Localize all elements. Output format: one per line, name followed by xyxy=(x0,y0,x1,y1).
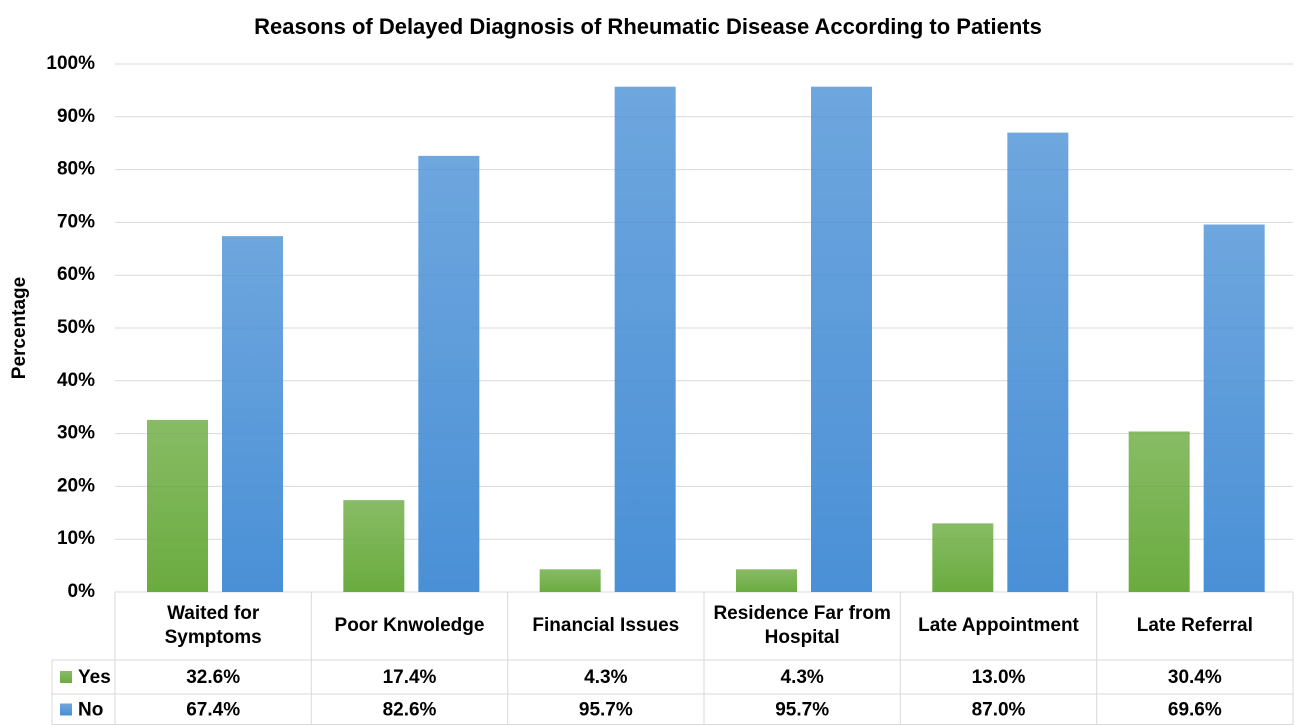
legend-label: No xyxy=(78,700,103,721)
bar xyxy=(222,236,283,593)
legend-swatch xyxy=(60,671,72,683)
y-tick-label: 60% xyxy=(57,264,95,285)
bar xyxy=(418,155,480,592)
y-tick-label: 100% xyxy=(46,53,95,74)
x-tick-label: Late Appointment xyxy=(918,615,1079,637)
y-tick-label: 70% xyxy=(57,211,95,232)
y-tick-label: 30% xyxy=(57,423,95,444)
x-tick-label-box: Poor Knwoledge xyxy=(311,592,507,660)
x-tick-label: Waited for Symptoms xyxy=(164,603,262,648)
bar xyxy=(811,86,872,592)
bar xyxy=(147,419,208,592)
data-label: 82.6% xyxy=(383,700,437,721)
bar xyxy=(1007,132,1069,592)
x-tick-label: Financial Issues xyxy=(532,615,680,637)
x-tick-label-wrap: Late Appointment xyxy=(900,592,1096,660)
x-tick-label-wrap: Residence Far from Hospital xyxy=(704,592,900,660)
data-label: 13.0% xyxy=(972,667,1026,688)
x-tick-label-box: Waited for Symptoms xyxy=(115,592,311,660)
y-tick-label: 0% xyxy=(68,581,96,602)
legend-label: Yes xyxy=(78,667,111,688)
data-label: 17.4% xyxy=(383,667,437,688)
bar xyxy=(1128,431,1190,592)
x-tick-label: Residence Far from Hospital xyxy=(713,603,891,648)
y-tick-label: 40% xyxy=(57,370,95,391)
chart-title: Reasons of Delayed Diagnosis of Rheumati… xyxy=(254,14,1042,39)
bar xyxy=(343,500,405,592)
y-tick-label: 20% xyxy=(57,475,95,496)
data-label: 87.0% xyxy=(972,700,1026,721)
y-tick-label: 90% xyxy=(57,106,95,127)
x-tick-label-wrap: Late Referral xyxy=(1097,592,1293,660)
data-label: 69.6% xyxy=(1168,700,1222,721)
bar xyxy=(539,569,601,592)
x-tick-label-box: Residence Far from Hospital xyxy=(704,592,900,660)
y-axis-label: Percentage xyxy=(9,277,30,379)
data-label: 4.3% xyxy=(584,667,627,688)
y-tick-label: 10% xyxy=(57,528,95,549)
x-tick-label-box: Financial Issues xyxy=(508,592,704,660)
bar xyxy=(614,86,676,592)
x-tick-label-wrap: Financial Issues xyxy=(508,592,704,660)
bar xyxy=(736,569,797,592)
x-tick-label-wrap: Waited for Symptoms xyxy=(115,592,311,660)
y-tick-label: 80% xyxy=(57,159,95,180)
data-label: 95.7% xyxy=(775,700,829,721)
data-label: 95.7% xyxy=(579,700,633,721)
bar xyxy=(1203,224,1265,592)
data-label: 30.4% xyxy=(1168,667,1222,688)
data-label: 32.6% xyxy=(186,667,240,688)
x-tick-label-wrap: Poor Knwoledge xyxy=(311,592,507,660)
bar xyxy=(932,523,994,592)
x-tick-label-box: Late Appointment xyxy=(900,592,1096,660)
x-tick-label-box: Late Referral xyxy=(1097,592,1293,660)
data-label: 4.3% xyxy=(781,667,824,688)
x-tick-label: Poor Knwoledge xyxy=(334,615,485,637)
data-label: 67.4% xyxy=(186,700,240,721)
legend-swatch xyxy=(60,703,72,716)
x-tick-label: Late Referral xyxy=(1136,615,1253,637)
y-tick-label: 50% xyxy=(57,317,95,338)
